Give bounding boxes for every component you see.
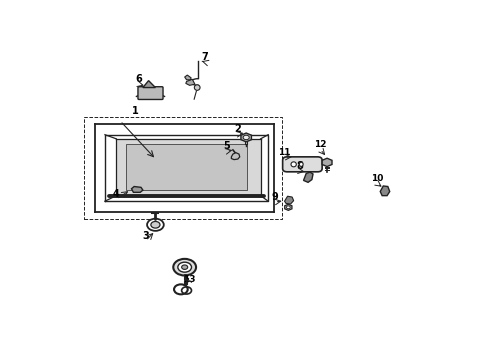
- Polygon shape: [231, 153, 240, 159]
- Ellipse shape: [299, 162, 303, 166]
- Polygon shape: [322, 158, 332, 167]
- Circle shape: [182, 265, 188, 269]
- Polygon shape: [303, 172, 313, 183]
- Text: 10: 10: [371, 174, 383, 183]
- Polygon shape: [186, 79, 195, 85]
- FancyBboxPatch shape: [138, 87, 163, 99]
- Polygon shape: [116, 139, 261, 195]
- Text: 7: 7: [201, 52, 208, 62]
- Ellipse shape: [195, 85, 200, 90]
- Text: 5: 5: [223, 141, 230, 151]
- Text: 1: 1: [132, 106, 139, 116]
- Text: 12: 12: [314, 140, 326, 149]
- Circle shape: [147, 219, 164, 231]
- Polygon shape: [131, 186, 143, 192]
- Text: 11: 11: [278, 148, 291, 157]
- Polygon shape: [380, 186, 390, 195]
- Circle shape: [173, 259, 196, 275]
- Text: 3: 3: [142, 231, 149, 241]
- Polygon shape: [143, 81, 155, 87]
- Polygon shape: [126, 144, 247, 190]
- Text: 9: 9: [271, 192, 278, 202]
- Polygon shape: [185, 75, 191, 80]
- Circle shape: [151, 221, 160, 228]
- Text: 2: 2: [234, 124, 241, 134]
- Text: 13: 13: [183, 275, 196, 284]
- Text: 8: 8: [296, 161, 303, 171]
- Polygon shape: [241, 133, 251, 142]
- Circle shape: [243, 135, 249, 140]
- Text: 4: 4: [113, 189, 120, 199]
- Circle shape: [287, 206, 290, 209]
- FancyBboxPatch shape: [283, 157, 322, 172]
- Circle shape: [178, 262, 192, 272]
- Polygon shape: [285, 204, 292, 210]
- Ellipse shape: [291, 162, 296, 167]
- Polygon shape: [285, 196, 294, 204]
- Text: 6: 6: [136, 74, 143, 84]
